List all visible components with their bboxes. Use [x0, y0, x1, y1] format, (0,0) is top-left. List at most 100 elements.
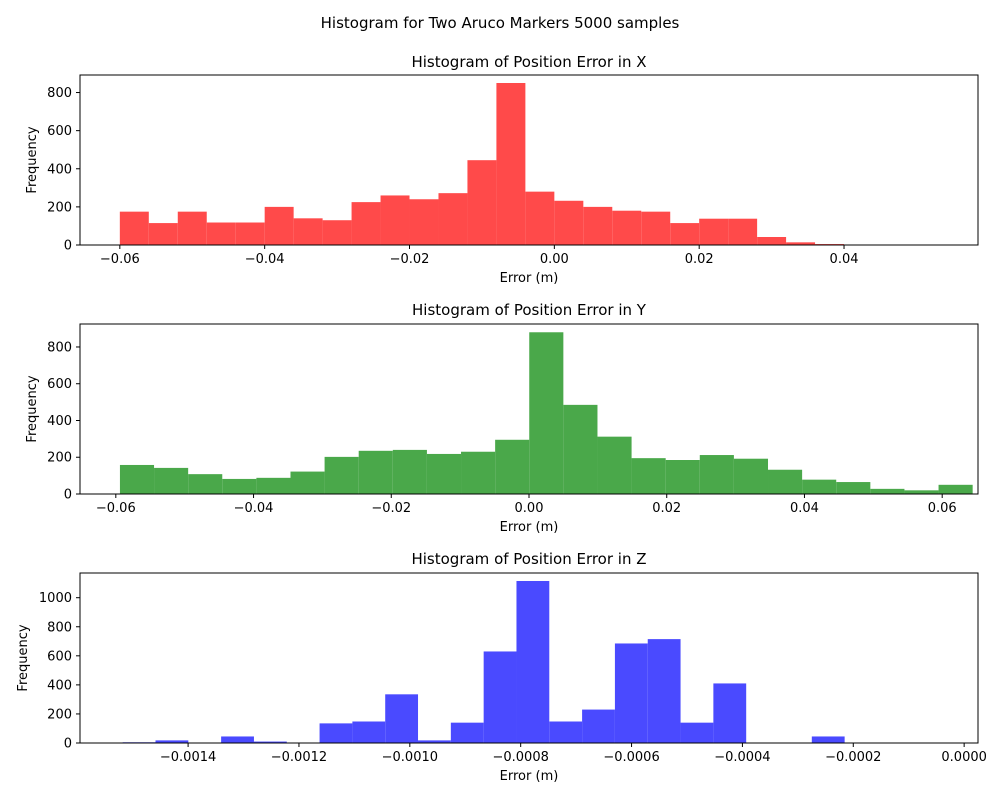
- subplot-title: Histogram of Position Error in Y: [412, 301, 647, 319]
- histogram-bar: [802, 479, 837, 494]
- y-tick-label: 800: [47, 340, 72, 355]
- histogram-bar: [264, 206, 294, 245]
- y-tick-label: 400: [47, 678, 72, 693]
- histogram-bar: [525, 191, 555, 245]
- histogram-bar: [293, 218, 323, 245]
- histogram-bar: [529, 332, 564, 494]
- x-tick-label: 0.00: [540, 252, 569, 267]
- x-tick-label: 0.02: [652, 501, 681, 516]
- figure-suptitle: Histogram for Two Aruco Markers 5000 sam…: [321, 14, 680, 32]
- x-tick-label: −0.0004: [714, 750, 770, 765]
- histogram-bar: [713, 683, 747, 743]
- histogram-bar: [206, 222, 236, 245]
- y-axis-label: Frequency: [25, 126, 40, 193]
- x-tick-label: 0.00: [515, 501, 544, 516]
- y-tick-label: 0: [64, 488, 72, 503]
- x-tick-label: −0.06: [96, 501, 136, 516]
- histogram-bar: [583, 206, 613, 245]
- x-axis-label: Error (m): [500, 520, 559, 535]
- histogram-bar: [836, 482, 871, 494]
- histogram-bar: [380, 195, 410, 245]
- histogram-bar: [253, 741, 287, 743]
- histogram-bar: [467, 160, 497, 245]
- histogram-bar: [177, 211, 207, 245]
- histogram-bar: [516, 580, 550, 743]
- histogram-bar: [154, 467, 189, 494]
- x-tick-label: 0.04: [790, 501, 819, 516]
- x-axis-label: Error (m): [500, 271, 559, 286]
- histogram-bar: [733, 458, 769, 494]
- histogram-bar: [496, 83, 526, 245]
- histogram-bar: [870, 488, 905, 494]
- x-tick-label: −0.02: [390, 252, 430, 267]
- histogram-bar: [631, 458, 666, 494]
- histogram-bar: [409, 199, 439, 245]
- histogram-bar: [728, 218, 758, 245]
- subplot-title: Histogram of Position Error in Z: [411, 550, 646, 568]
- y-tick-label: 400: [47, 414, 72, 429]
- histogram-bar: [641, 211, 671, 245]
- subplot-title: Histogram of Position Error in X: [411, 53, 646, 71]
- histogram-bar: [483, 651, 517, 743]
- y-tick-label: 200: [47, 707, 72, 722]
- histogram-bar: [597, 436, 632, 494]
- x-tick-label: 0.0000: [941, 750, 987, 765]
- y-tick-label: 600: [47, 649, 72, 664]
- y-tick-label: 0: [64, 239, 72, 254]
- y-axis-label: Frequency: [16, 624, 31, 691]
- histogram-bar: [319, 723, 353, 743]
- x-tick-label: −0.06: [100, 252, 140, 267]
- y-tick-label: 0: [64, 737, 72, 752]
- histogram-bar: [495, 439, 530, 494]
- histogram-bar: [322, 220, 352, 245]
- x-tick-label: −0.04: [245, 252, 285, 267]
- histogram-bar: [418, 740, 451, 743]
- histogram-bar: [256, 477, 291, 494]
- histogram-bar: [450, 722, 484, 743]
- histogram-bar: [426, 453, 462, 494]
- histogram-bar: [188, 474, 223, 494]
- x-tick-label: 0.04: [830, 252, 859, 267]
- histogram-bar: [768, 469, 803, 494]
- histogram-bar: [563, 404, 598, 494]
- histogram-bar: [665, 460, 700, 494]
- histogram-bar: [811, 736, 845, 743]
- x-tick-label: −0.04: [234, 501, 274, 516]
- histogram-bar: [554, 200, 584, 245]
- histogram-bar: [582, 709, 615, 743]
- histogram-bar: [290, 471, 325, 494]
- y-tick-label: 200: [47, 451, 72, 466]
- x-tick-label: −0.0006: [603, 750, 659, 765]
- y-tick-label: 400: [47, 162, 72, 177]
- histogram-bar: [351, 202, 381, 245]
- histogram-bar: [155, 740, 189, 743]
- histogram-bar: [938, 484, 973, 494]
- y-tick-label: 800: [47, 620, 72, 635]
- histogram-bar: [614, 643, 648, 743]
- histogram-bar: [221, 736, 254, 743]
- histogram-bar: [680, 722, 714, 743]
- x-tick-label: −0.0010: [382, 750, 438, 765]
- histogram-bar: [235, 222, 265, 245]
- x-tick-label: −0.0002: [825, 750, 881, 765]
- histogram-bar: [438, 193, 468, 245]
- histogram-bar: [904, 490, 939, 494]
- x-tick-label: 0.02: [685, 252, 714, 267]
- histogram-bar: [757, 237, 787, 245]
- histogram-bar: [324, 456, 359, 494]
- x-axis-label: Error (m): [500, 769, 559, 784]
- histogram-bar: [352, 721, 386, 743]
- y-tick-label: 800: [47, 86, 72, 101]
- histogram-bar: [670, 223, 700, 245]
- x-tick-label: 0.06: [928, 501, 957, 516]
- axes-frame: [79, 74, 979, 246]
- histogram-bar: [222, 478, 257, 494]
- histogram-bar: [385, 694, 419, 743]
- histogram-bar: [786, 242, 816, 245]
- subplot-2: −0.06 −0.04 −0.02 0.00 0.02 0.04 0.06 0 200 400 60…: [25, 301, 979, 535]
- histogram-bar: [119, 211, 149, 245]
- histogram-bar: [699, 455, 734, 494]
- histogram-bar: [358, 450, 393, 494]
